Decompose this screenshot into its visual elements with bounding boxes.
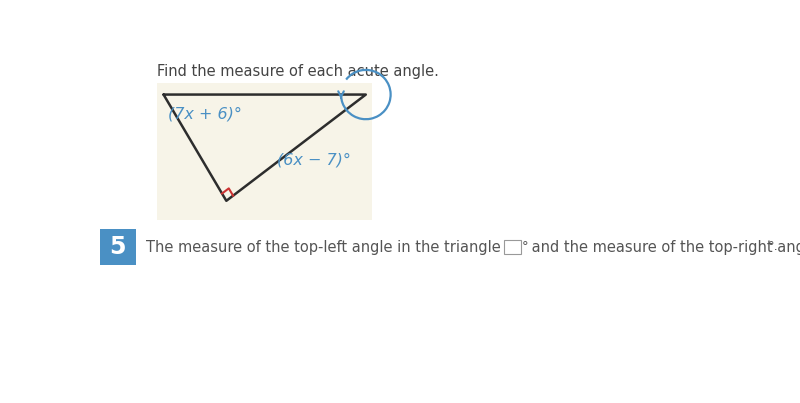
Bar [157,83,372,220]
Bar [504,240,522,254]
Text: and the measure of the top-right angle is: and the measure of the top-right angle i… [527,239,800,255]
Text: 5: 5 [110,235,126,259]
Text: °.: °. [767,240,778,253]
Text: The measure of the top-left angle in the triangle is: The measure of the top-left angle in the… [146,239,518,255]
Bar [100,229,137,265]
Bar [750,240,766,254]
Text: °: ° [522,240,529,253]
Text: (7x + 6)°: (7x + 6)° [168,106,242,121]
Text: (6x − 7)°: (6x − 7)° [277,152,350,167]
Text: Find the measure of each acute angle.: Find the measure of each acute angle. [157,64,438,79]
